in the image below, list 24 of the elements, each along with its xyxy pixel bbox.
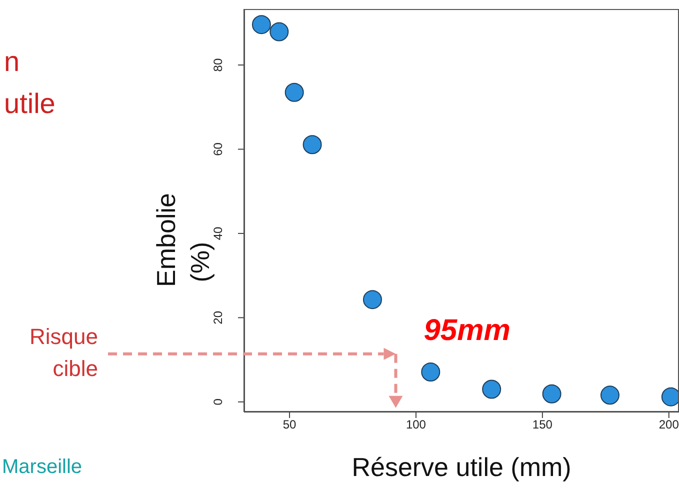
ref-line-label: Risque cible <box>30 324 98 381</box>
x-tick-label: 50 <box>282 418 297 432</box>
text: Marseille <box>2 456 82 479</box>
point <box>362 290 382 310</box>
point <box>421 362 440 382</box>
point <box>600 386 620 405</box>
x-tick-label: 150 <box>532 418 553 432</box>
point <box>661 387 679 406</box>
point <box>270 22 289 42</box>
point <box>252 15 271 34</box>
text: utile <box>4 88 56 120</box>
ref-line-label: 95mm <box>424 314 510 347</box>
y-tick-label: 20 <box>211 310 225 324</box>
text: n <box>4 46 20 78</box>
point <box>284 82 304 102</box>
point <box>542 384 562 404</box>
x-tick-label: 200 <box>658 418 679 432</box>
x-axis-title: Réserve utile (mm) <box>350 452 572 483</box>
y-tick-label: 0 <box>211 398 225 406</box>
point <box>482 380 502 399</box>
y-tick-label: 60 <box>211 142 225 156</box>
x-tick-label: 100 <box>406 418 426 432</box>
point <box>302 135 322 154</box>
y-tick-label: 80 <box>211 58 225 72</box>
